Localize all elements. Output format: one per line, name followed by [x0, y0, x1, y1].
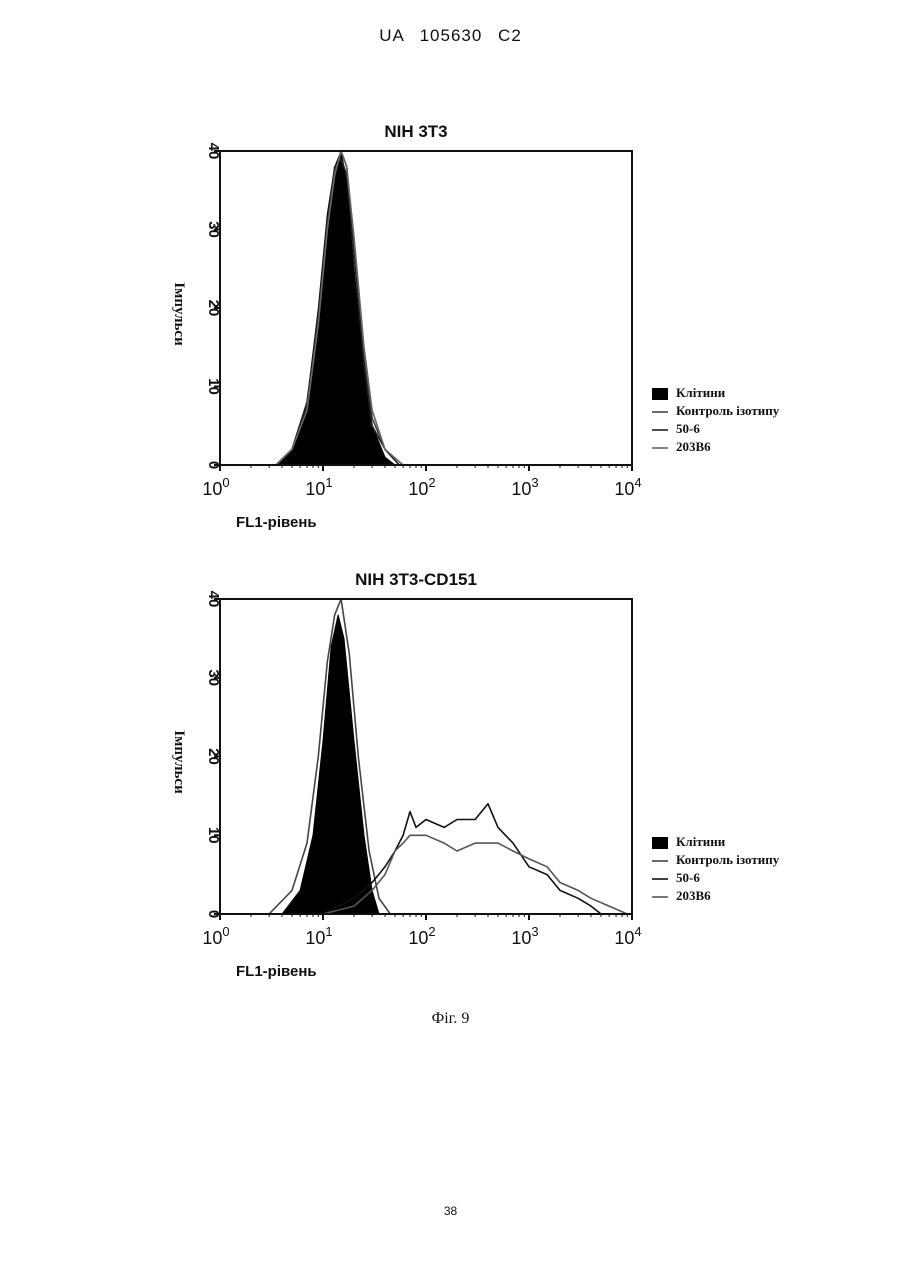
x-tick-label: 103 [511, 475, 538, 499]
legend-swatch-filled [652, 837, 668, 849]
x-tick-label: 100 [202, 924, 229, 948]
x-tick-label: 104 [614, 475, 641, 499]
y-tick-label: 10 [205, 378, 222, 395]
y-tick-label: 30 [205, 669, 222, 686]
legend-label: Контроль ізотипу [676, 852, 780, 867]
x-tick-label: 100 [202, 475, 229, 499]
chart-nih-3t3-cd151: NIH 3T3-CD151010203040100101102103104FL1… [171, 570, 780, 980]
legend-label: 203B6 [676, 439, 711, 454]
legend-label: 203B6 [676, 888, 711, 903]
legend-label: Клітини [676, 385, 726, 400]
x-tick-label: 102 [408, 924, 435, 948]
series-клітини-area [282, 615, 379, 914]
legend-label: Контроль ізотипу [676, 403, 780, 418]
legend-swatch-filled [652, 388, 668, 400]
chart-title: NIH 3T3-CD151 [355, 570, 477, 589]
figure-caption: Фіг. 9 [0, 1010, 901, 1028]
legend-label: 50-6 [676, 870, 700, 885]
plot-frame [220, 151, 632, 465]
x-axis-label: FL1-рівень [236, 514, 317, 531]
legend-label: 50-6 [676, 421, 700, 436]
y-tick-label: 20 [205, 300, 222, 317]
y-tick-label: 10 [205, 827, 222, 844]
chart-nih-3t3: NIH 3T3010203040100101102103104FL1-рівен… [171, 122, 780, 531]
document-header: UA 105630 C2 [0, 26, 901, 46]
figure-panel: NIH 3T3010203040100101102103104FL1-рівен… [145, 100, 805, 1040]
series-клітини-area [276, 151, 395, 465]
legend-label: Клітини [676, 834, 726, 849]
figure-svg: NIH 3T3010203040100101102103104FL1-рівен… [145, 100, 805, 1040]
plot-frame [220, 599, 632, 914]
chart-title: NIH 3T3 [384, 122, 447, 141]
y-tick-label: 40 [205, 591, 222, 608]
x-axis-label: FL1-рівень [236, 963, 317, 980]
y-axis-label: Імпульси [171, 282, 187, 346]
x-tick-label: 103 [511, 924, 538, 948]
x-tick-label: 102 [408, 475, 435, 499]
y-tick-label: 20 [205, 748, 222, 765]
x-tick-label: 101 [305, 475, 332, 499]
page-number: 38 [0, 1204, 901, 1218]
x-tick-label: 104 [614, 924, 641, 948]
y-tick-label: 30 [205, 221, 222, 238]
y-tick-label: 40 [205, 143, 222, 160]
x-tick-label: 101 [305, 924, 332, 948]
y-axis-label: Імпульси [171, 730, 187, 794]
